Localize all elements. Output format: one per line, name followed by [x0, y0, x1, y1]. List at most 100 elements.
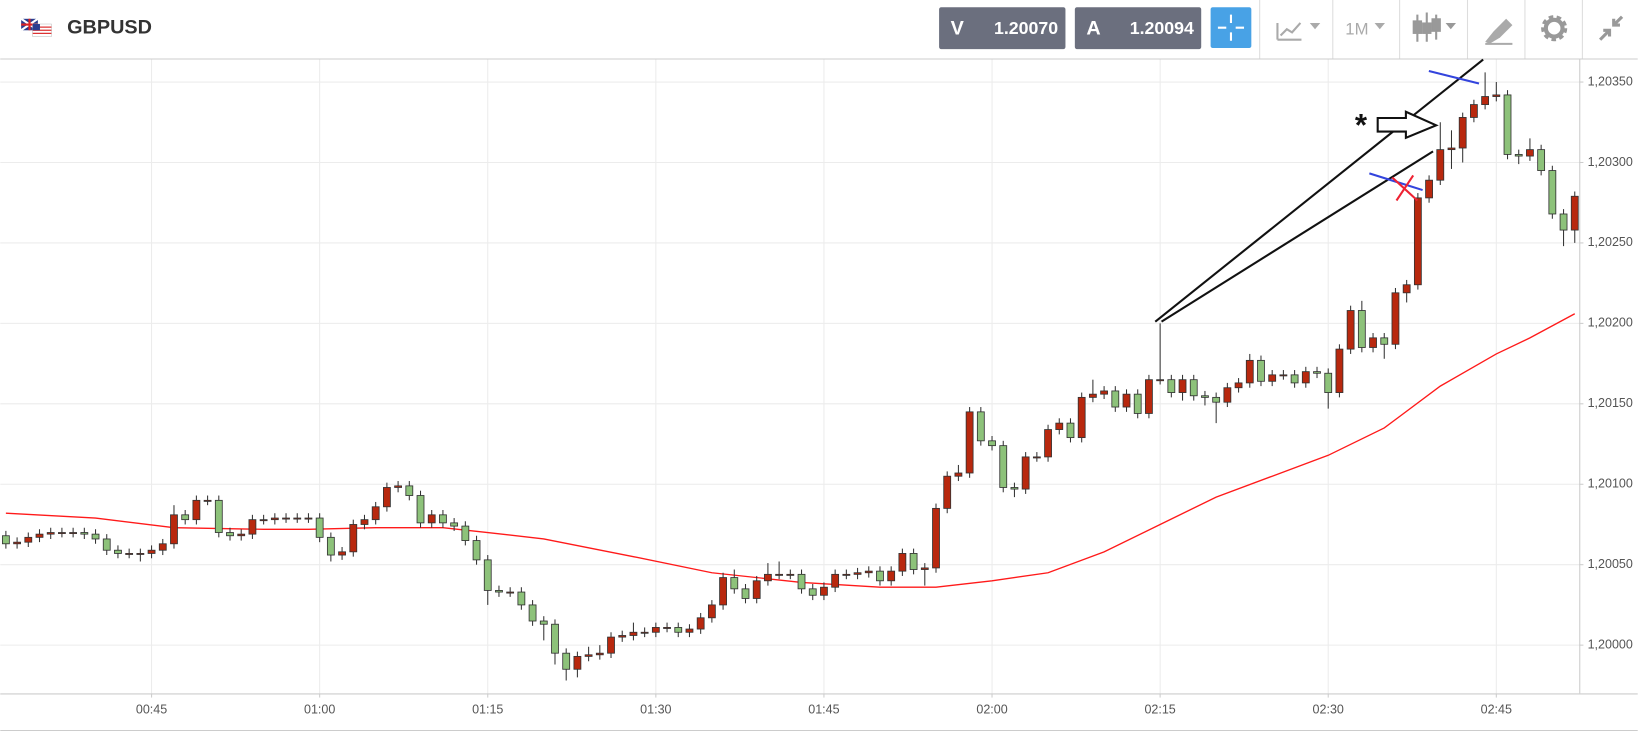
candle-body — [338, 551, 346, 556]
candle-body — [1369, 337, 1377, 348]
buy-button[interactable]: A 1.20094 — [1074, 7, 1202, 50]
blue-line — [1428, 69, 1480, 85]
drawings — [1154, 58, 1484, 323]
trend-line — [1154, 58, 1484, 323]
candle-body — [696, 617, 705, 630]
candle-body — [1268, 374, 1277, 382]
candle-body — [1088, 393, 1097, 398]
x-tick-label: 02:45 — [1481, 702, 1512, 716]
annotation: * — [1355, 108, 1368, 143]
candle-body — [1526, 149, 1534, 157]
candle-body — [203, 499, 212, 502]
symbol[interactable]: GBPUSD — [67, 16, 152, 38]
x-tick-label: 01:15 — [472, 702, 503, 716]
candle-body — [864, 570, 873, 574]
candle-body — [35, 533, 44, 538]
chart-type-button[interactable] — [1276, 22, 1321, 41]
candle-body — [237, 533, 246, 537]
candle-body — [1391, 292, 1400, 345]
candle-body — [1122, 393, 1131, 408]
x-tick-label: 01:45 — [808, 702, 839, 716]
candle-body — [1313, 371, 1321, 374]
candle-body — [988, 440, 996, 447]
candle-body — [1234, 382, 1243, 389]
candle-body — [114, 549, 122, 554]
candle-body — [898, 553, 907, 572]
candle-body — [371, 506, 380, 521]
candle-body — [887, 570, 896, 582]
candle-body — [1066, 422, 1075, 439]
timeframe-button[interactable]: 1M — [1345, 20, 1386, 39]
candle-body — [1010, 487, 1019, 490]
candle-body — [495, 590, 503, 593]
candle-body — [775, 573, 784, 576]
candle-body — [326, 536, 335, 556]
candle-body — [46, 532, 55, 535]
settings-button[interactable] — [1541, 15, 1568, 42]
candle-body — [259, 519, 268, 522]
candle-body — [1021, 456, 1030, 490]
candle-style-button[interactable] — [1412, 12, 1457, 42]
candle-body — [1548, 170, 1557, 215]
candle-body — [842, 573, 851, 576]
candle-body — [741, 588, 750, 599]
red-cross — [1391, 174, 1419, 202]
candle-body — [450, 522, 459, 527]
y-tick-label: 1,20050 — [1588, 557, 1633, 571]
candle-body — [136, 553, 145, 555]
candle-body — [192, 499, 201, 521]
candle-body — [158, 543, 167, 551]
timeframe[interactable]: 1M — [1345, 20, 1368, 39]
candle-body — [24, 536, 33, 543]
candle-body — [1570, 195, 1579, 231]
candle-body — [1537, 149, 1546, 171]
candles — [1, 72, 1579, 681]
candle-body — [1100, 390, 1108, 395]
candle-body — [707, 604, 716, 619]
candle-body — [461, 525, 470, 541]
candle-body — [1167, 379, 1176, 393]
candle-body — [360, 519, 369, 525]
sell-price: 1.20070 — [994, 18, 1058, 38]
candle-body — [226, 532, 234, 537]
candle-body — [405, 485, 414, 496]
candle-body — [1257, 359, 1265, 382]
candle-body — [1055, 422, 1064, 430]
candle-body — [439, 514, 447, 524]
candle-body — [1156, 379, 1165, 382]
candle-body — [719, 577, 727, 606]
candle-body — [786, 573, 795, 576]
collapse-button[interactable] — [1599, 15, 1624, 41]
candle-body — [808, 588, 817, 596]
draw-tool-button[interactable] — [1485, 18, 1513, 45]
candle-body — [1413, 197, 1422, 286]
candle-body — [607, 636, 615, 654]
candle-body — [1492, 94, 1501, 97]
candle-body — [125, 553, 134, 555]
candle-body — [618, 635, 627, 638]
sell-label: V — [951, 17, 965, 39]
candle-body — [270, 517, 279, 521]
candle-body — [954, 472, 963, 477]
candle-body — [1559, 213, 1568, 231]
y-tick-label: 1,20350 — [1588, 74, 1633, 88]
candle-body — [13, 541, 21, 545]
x-tick-label: 02:15 — [1144, 702, 1175, 716]
candle-body — [1335, 348, 1344, 393]
candle-body — [551, 623, 559, 654]
sell-button[interactable]: V 1.20070 — [939, 7, 1066, 50]
candle-body — [752, 580, 761, 599]
candle-body — [282, 517, 290, 520]
candle-body — [943, 475, 952, 509]
candle-body — [1145, 379, 1153, 414]
candle-body — [1470, 104, 1478, 118]
candle-body — [1447, 147, 1456, 151]
crosshair-button[interactable] — [1210, 7, 1252, 49]
toolbar — [0, 0, 1638, 59]
candle-body — [595, 652, 604, 656]
candle-body — [528, 604, 537, 622]
axis-labels: 1,20000 1,20050 1,20100 1,20150 1,20200 1,202… — [136, 74, 1633, 716]
y-tick-label: 1,20250 — [1588, 235, 1633, 249]
candle-body — [69, 532, 78, 534]
